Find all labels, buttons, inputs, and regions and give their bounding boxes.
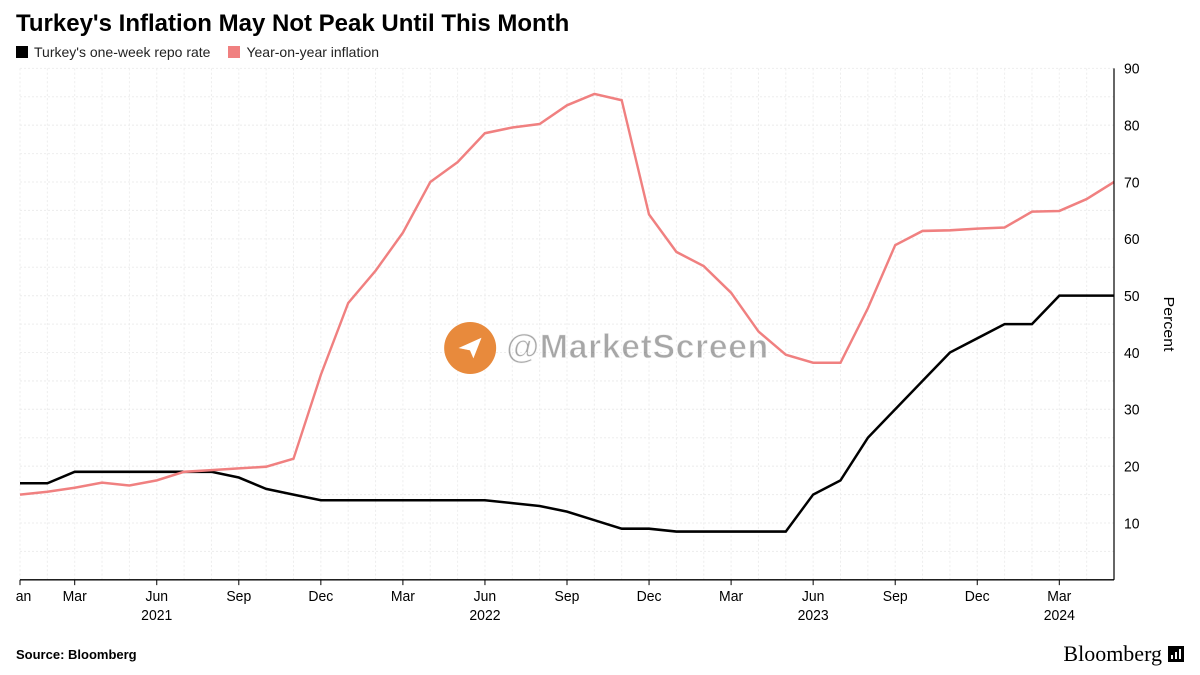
svg-text:2024: 2024 [1044,608,1075,624]
legend-item-inflation: Year-on-year inflation [228,44,379,60]
chart-area: Jan Mar Jun Sep Dec Mar Jun Sep Dec Mar Jun Sep Dec M… [16,62,1184,635]
brand-text: Bloomberg [1063,641,1162,667]
legend-label-inflation: Year-on-year inflation [246,44,379,60]
svg-text:50: 50 [1124,289,1140,305]
legend-swatch-repo [16,46,28,58]
legend-swatch-inflation [228,46,240,58]
svg-text:Mar: Mar [63,589,87,605]
svg-text:60: 60 [1124,232,1140,248]
svg-text:Jun: Jun [145,589,168,605]
brand-label: Bloomberg [1063,641,1184,667]
footer: Source: Bloomberg Bloomberg [16,641,1184,667]
svg-text:30: 30 [1124,402,1140,418]
chart-container: Turkey's Inflation May Not Peak Until Th… [0,0,1200,675]
y-axis-title: Percent [1160,297,1176,353]
chart-title: Turkey's Inflation May Not Peak Until Th… [16,10,1184,38]
x-axis: Jan Mar Jun Sep Dec Mar Jun Sep Dec Mar Jun Sep Dec M… [16,580,1075,624]
legend-label-repo: Turkey's one-week repo rate [34,44,210,60]
svg-text:Mar: Mar [719,589,743,605]
brand-icon [1168,646,1184,662]
svg-text:20: 20 [1124,459,1140,475]
svg-text:90: 90 [1124,62,1140,78]
gridlines [20,68,1114,579]
svg-text:70: 70 [1124,175,1140,191]
legend-item-repo: Turkey's one-week repo rate [16,44,210,60]
svg-text:Jun: Jun [474,589,497,605]
svg-text:Jan: Jan [16,589,31,605]
source-label: Source: Bloomberg [16,647,137,662]
svg-text:2021: 2021 [141,608,172,624]
svg-text:Jun: Jun [802,589,825,605]
svg-text:Mar: Mar [391,589,415,605]
svg-text:Sep: Sep [555,589,580,605]
svg-text:Sep: Sep [883,589,908,605]
svg-text:Dec: Dec [965,589,990,605]
svg-text:Dec: Dec [308,589,333,605]
svg-text:2022: 2022 [469,608,500,624]
svg-text:10: 10 [1124,516,1140,532]
svg-text:Dec: Dec [637,589,662,605]
svg-text:2023: 2023 [798,608,829,624]
svg-text:Sep: Sep [226,589,251,605]
y-axis: 10 20 30 40 50 60 70 80 90 [1124,62,1140,532]
legend: Turkey's one-week repo rate Year-on-year… [16,44,1184,60]
chart-svg: Jan Mar Jun Sep Dec Mar Jun Sep Dec Mar Jun Sep Dec M… [16,62,1184,635]
svg-text:Mar: Mar [1047,589,1071,605]
svg-text:40: 40 [1124,345,1140,361]
svg-text:80: 80 [1124,118,1140,134]
